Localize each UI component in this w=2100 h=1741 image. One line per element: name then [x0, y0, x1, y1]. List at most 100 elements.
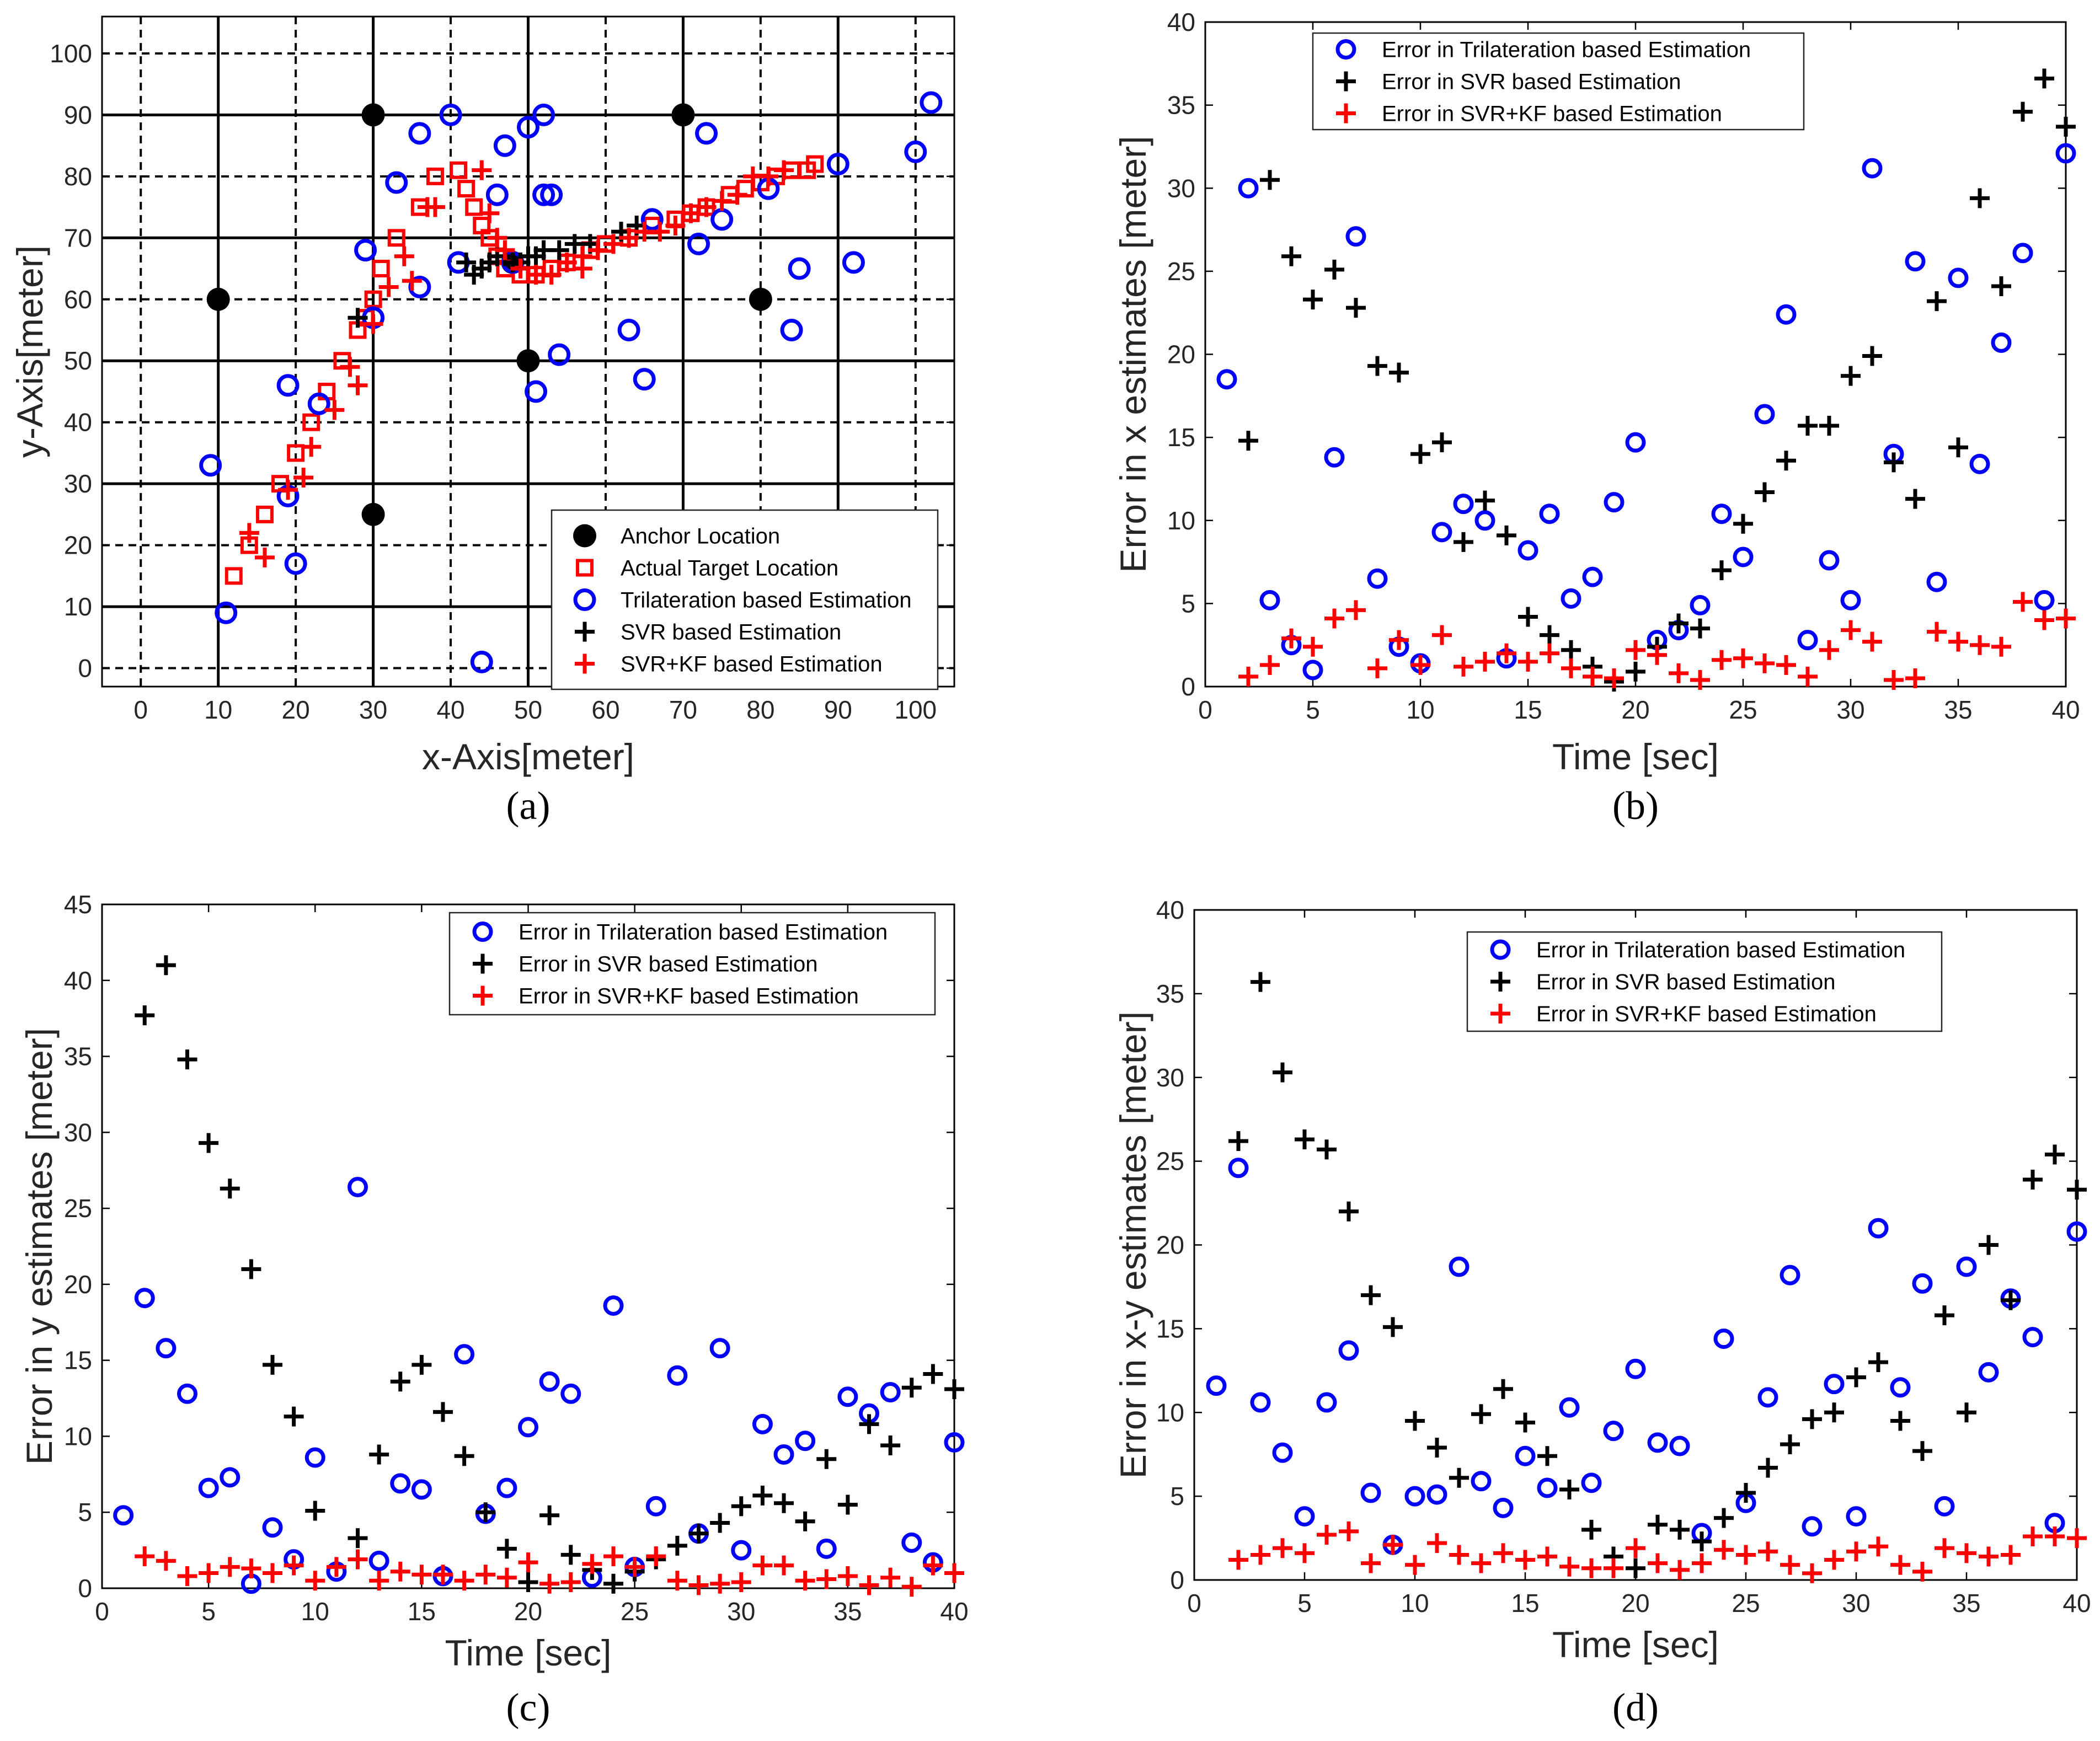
y-tick-label: 90 — [64, 100, 92, 129]
y-tick-label: 15 — [64, 1346, 92, 1375]
data-point — [2001, 1290, 2021, 1310]
data-point — [241, 1259, 261, 1279]
data-point — [1670, 1560, 1690, 1580]
data-point — [1345, 226, 1366, 247]
x-tick-label: 10 — [301, 1597, 329, 1626]
data-point — [795, 1511, 815, 1531]
data-point — [880, 1567, 901, 1588]
data-point — [425, 197, 445, 217]
data-point — [263, 1563, 282, 1583]
data-point — [731, 1496, 751, 1517]
y-tick-label: 45 — [64, 890, 92, 919]
y-tick-label: 0 — [78, 654, 92, 683]
legend-marker — [1336, 103, 1356, 124]
panel-caption: (d) — [1612, 1685, 1659, 1729]
data-point — [2055, 143, 2076, 164]
data-point — [1540, 643, 1559, 663]
data-point — [156, 955, 176, 976]
data-point — [485, 183, 509, 206]
data-point — [1281, 628, 1301, 649]
data-point — [695, 122, 718, 145]
data-point — [1228, 1158, 1249, 1178]
data-point — [1733, 513, 1753, 534]
data-point — [1802, 1516, 1823, 1537]
data-point — [1625, 1358, 1646, 1379]
data-point — [472, 160, 492, 180]
y-tick-label: 40 — [64, 966, 92, 995]
data-point — [532, 103, 555, 126]
data-point — [1581, 1558, 1601, 1578]
data-point — [2001, 1545, 2021, 1565]
data-point — [433, 1402, 453, 1422]
data-point — [1670, 1519, 1690, 1540]
data-point — [1912, 1441, 1932, 1461]
data-point — [1582, 566, 1603, 587]
legend-label: SVR based Estimation — [621, 620, 841, 645]
data-point — [539, 1371, 560, 1392]
data-point — [603, 1546, 623, 1567]
data-point — [1669, 613, 1688, 634]
y-tick-label: 35 — [1167, 91, 1195, 120]
x-tick-label: 25 — [621, 1597, 649, 1626]
data-point — [788, 257, 811, 280]
data-point — [302, 413, 320, 431]
legend-label: Error in Trilateration based Estimation — [1382, 38, 1751, 62]
x-tick-label: 30 — [1836, 695, 1864, 724]
y-tick-label: 40 — [1156, 896, 1184, 924]
data-point — [1690, 669, 1710, 690]
data-point — [541, 265, 562, 285]
data-point — [1361, 1285, 1381, 1305]
data-point — [1410, 655, 1430, 675]
data-point — [454, 1571, 474, 1591]
data-point — [1926, 571, 1947, 592]
x-tick-label: 20 — [1621, 1589, 1649, 1617]
data-point — [1690, 618, 1710, 639]
legend: Error in Trilateration based Estimation E… — [1312, 32, 1805, 131]
data-point — [557, 252, 577, 272]
data-point — [2056, 116, 2076, 137]
data-point — [1383, 1535, 1403, 1555]
data-point — [510, 259, 531, 279]
data-point — [837, 1386, 858, 1407]
data-point — [837, 1566, 858, 1586]
data-point — [640, 208, 664, 231]
data-point — [816, 1538, 837, 1559]
legend-label: Actual Target Location — [621, 556, 838, 581]
legend-box — [1466, 931, 1943, 1032]
data-point — [156, 1338, 177, 1359]
data-point — [304, 1447, 325, 1468]
data-point — [646, 1546, 666, 1567]
data-point — [1819, 550, 1840, 571]
data-point — [363, 314, 383, 334]
data-point — [1868, 1536, 1888, 1557]
panel-caption: (a) — [506, 784, 551, 828]
data-point — [560, 1383, 581, 1404]
data-point — [667, 1535, 687, 1556]
data-point — [496, 1477, 517, 1498]
data-point — [549, 240, 569, 260]
data-point — [2067, 1180, 2087, 1200]
series-3 — [348, 215, 647, 328]
data-point — [470, 650, 493, 673]
data-point — [456, 252, 477, 272]
legend-label: Error in SVR+KF based Estimation — [1536, 1002, 1877, 1026]
x-tick-label: 5 — [201, 1597, 216, 1626]
data-point — [1367, 568, 1388, 589]
data-point — [220, 1557, 240, 1577]
data-point — [1819, 416, 1839, 436]
y-tick-label: 20 — [64, 531, 92, 560]
data-point — [1250, 1392, 1271, 1413]
data-point — [1216, 369, 1237, 390]
data-point — [1868, 1352, 1888, 1373]
data-point — [1647, 645, 1667, 665]
legend-label: Error in SVR+KF based Estimation — [1382, 102, 1722, 126]
data-point — [1361, 1553, 1381, 1573]
data-point — [426, 167, 444, 185]
data-point — [1979, 1546, 1999, 1567]
series-1 — [1228, 972, 2087, 1578]
legend-label: Error in SVR+KF based Estimation — [519, 984, 859, 1009]
data-point — [1324, 259, 1344, 280]
data-point — [1518, 607, 1538, 627]
data-point — [1802, 1563, 1822, 1583]
